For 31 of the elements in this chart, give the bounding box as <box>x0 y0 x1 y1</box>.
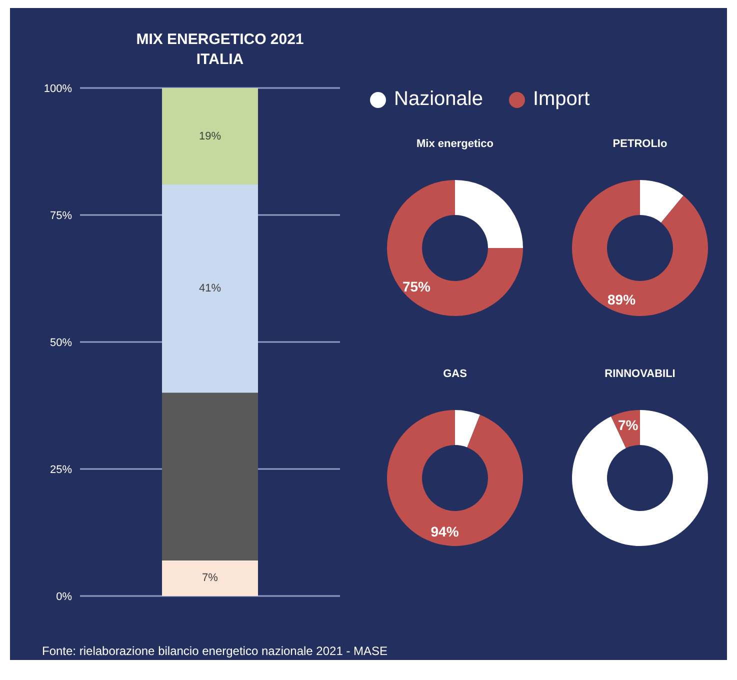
y-tick-label: 100% <box>44 82 72 95</box>
data-label: 7% <box>202 572 218 584</box>
chart-title: RINNOVABILI <box>604 368 676 380</box>
donut-slice <box>572 180 708 316</box>
donut-slice <box>640 180 684 223</box>
data-label: 89% <box>608 291 636 308</box>
legend-label: Nazionale <box>393 88 483 111</box>
chart-title: GAS <box>442 368 468 380</box>
data-label: 94% <box>430 524 460 540</box>
source-note: Fonte: rielaborazione bilancio energetico nazionale 2021 - MASE <box>42 644 388 658</box>
y-tick-label: 50% <box>50 336 72 349</box>
data-label: 19% <box>198 130 222 142</box>
data-label: 75% <box>402 278 432 295</box>
text: Mix energetico <box>415 138 495 150</box>
bar <box>162 560 258 596</box>
bar <box>162 184 258 393</box>
y-tick-label: 75% <box>50 210 72 222</box>
donut-slice <box>455 180 523 248</box>
data-label: 7% <box>618 416 639 433</box>
donut-slice <box>455 410 480 448</box>
donut-slice <box>387 180 523 316</box>
chart-title: MIX ENERGETICO 2021 ITALIA <box>135 30 305 70</box>
bar <box>162 392 258 560</box>
legend-label: Import <box>532 88 590 111</box>
chart-title: PETROLIo <box>612 138 668 150</box>
y-tick-label: 0% <box>56 590 72 603</box>
donut-slice <box>387 410 523 546</box>
y-tick-label: 25% <box>50 464 72 476</box>
data-label: 41% <box>198 282 222 295</box>
bar <box>162 88 258 185</box>
donut-slice <box>572 410 708 546</box>
